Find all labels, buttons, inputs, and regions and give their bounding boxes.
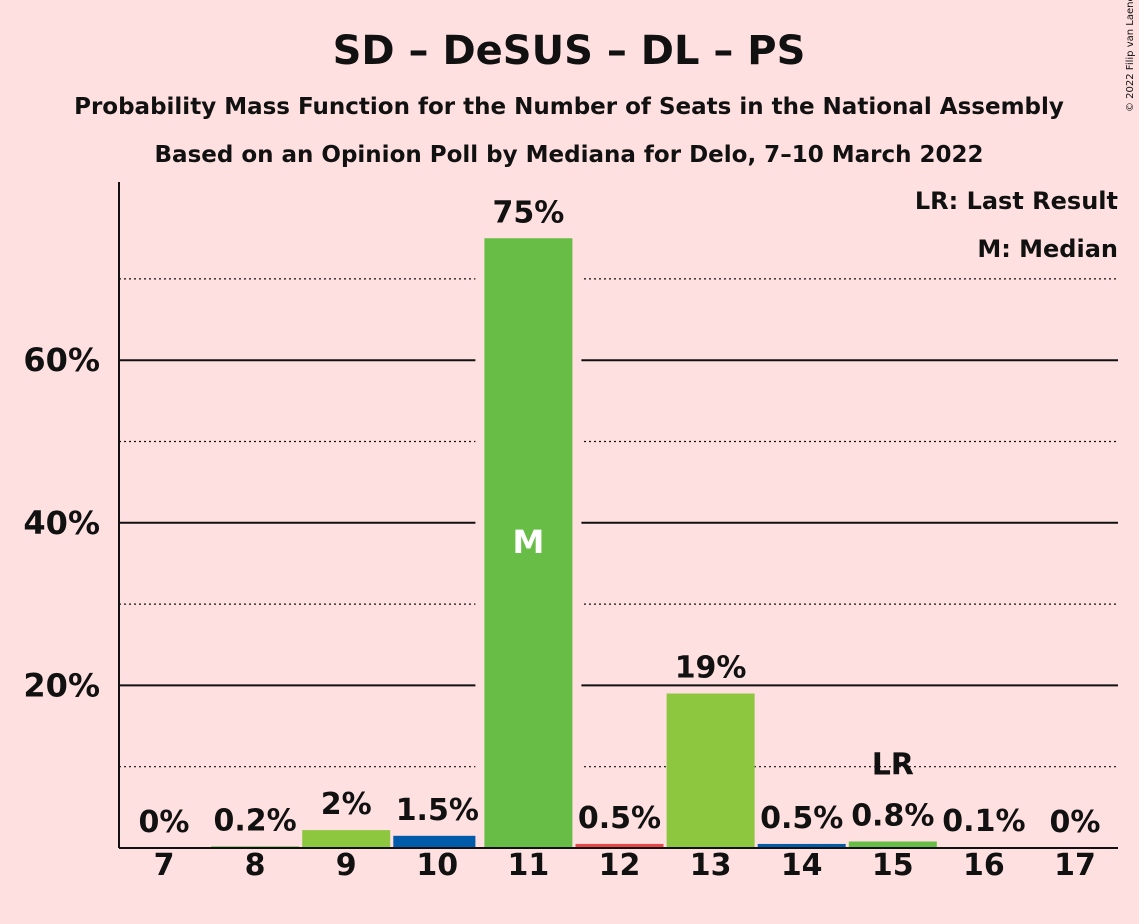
bar-seats-9 bbox=[302, 830, 391, 848]
chart-subtitle-1: Probability Mass Function for the Number… bbox=[74, 94, 1064, 120]
x-tick-label: 17 bbox=[1054, 848, 1096, 883]
x-tick-label: 14 bbox=[781, 848, 823, 883]
x-tick-label: 10 bbox=[416, 848, 458, 883]
x-tick-label: 8 bbox=[245, 848, 266, 883]
value-label: 19% bbox=[675, 651, 747, 686]
value-label: 0.5% bbox=[578, 801, 661, 836]
y-tick-label: 40% bbox=[23, 504, 100, 542]
value-label: 0.1% bbox=[942, 804, 1025, 839]
x-tick-label: 13 bbox=[690, 848, 732, 883]
value-label: 1.5% bbox=[396, 793, 479, 828]
x-tick-label: 12 bbox=[599, 848, 641, 883]
value-label: 0% bbox=[139, 805, 190, 840]
x-tick-label: 16 bbox=[963, 848, 1005, 883]
y-tick-label: 20% bbox=[23, 666, 100, 704]
bars bbox=[211, 238, 1028, 848]
x-tick-label: 11 bbox=[508, 848, 550, 883]
bar-seats-13 bbox=[666, 693, 755, 848]
legend-median: M: Median bbox=[977, 235, 1118, 263]
x-tick-label: 7 bbox=[154, 848, 175, 883]
gridlines bbox=[119, 278, 1118, 768]
median-marker: M bbox=[512, 523, 544, 561]
value-label: 0.8% bbox=[851, 798, 934, 833]
x-tick-label: 9 bbox=[336, 848, 357, 883]
value-label: 0.5% bbox=[760, 801, 843, 836]
bar-seats-11 bbox=[484, 238, 573, 848]
value-label: 75% bbox=[492, 195, 564, 230]
y-tick-label: 60% bbox=[23, 341, 100, 379]
value-labels: 0% 0.2% 2% 1.5%75%M0.5%19%0.5% 0.8%LR0.1% 0% bbox=[139, 195, 1101, 840]
bar-seats-10 bbox=[393, 835, 482, 848]
last-result-marker: LR bbox=[872, 747, 914, 782]
axes: 7 8 9 10 11 12 13 14 15 16 17 20% 40% 60% bbox=[23, 182, 1118, 883]
copyright-text: © 2022 Filip van Laenen bbox=[1125, 0, 1136, 112]
chart-title: SD – DeSUS – DL – PS bbox=[333, 28, 806, 74]
value-label: 0.2% bbox=[213, 803, 296, 838]
value-label: 2% bbox=[321, 787, 372, 822]
value-label: 0% bbox=[1050, 805, 1101, 840]
bar-seats-15 bbox=[848, 841, 937, 848]
x-tick-label: 15 bbox=[872, 848, 914, 883]
legend-last-result: LR: Last Result bbox=[915, 187, 1118, 215]
bar-seats-12 bbox=[575, 843, 664, 848]
chart-subtitle-2: Based on an Opinion Poll by Mediana for … bbox=[155, 142, 984, 168]
bar-seats-14 bbox=[757, 843, 846, 848]
